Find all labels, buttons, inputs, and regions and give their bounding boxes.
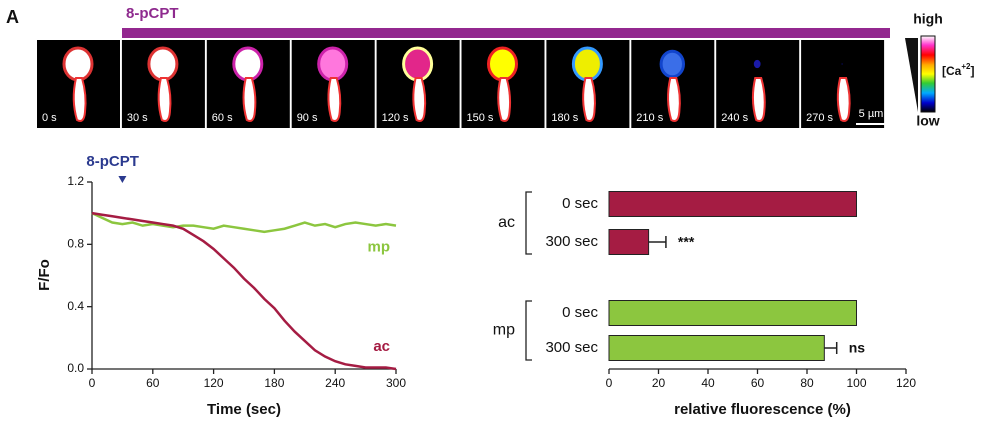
x-tick-label: 120 [204, 376, 224, 390]
colorbar [921, 36, 935, 112]
y-tick-label: 1.2 [67, 174, 84, 188]
cell-tail [583, 78, 595, 121]
group-bracket [526, 301, 532, 360]
line-chart: 0.0 0.4 0.8 1.2 0 60 120 180 240 300 Time (sec) F/F… [36, 153, 406, 418]
y-axis-label: F/Fo [36, 259, 53, 291]
x-tick-label: 240 [325, 376, 345, 390]
frame-label: 30 s [127, 112, 148, 124]
cell-head [234, 48, 262, 80]
axes [92, 182, 396, 369]
x-tick-label: 60 [146, 376, 160, 390]
series-label: ac [373, 338, 390, 355]
image-strip: 0 s 30 s 60 s 90 s 120 s 150 s 180 s 210 s 240 s… [37, 40, 886, 128]
panel-label: A [6, 7, 19, 27]
colorbar-wedge [905, 38, 918, 112]
cell-tail [753, 78, 765, 121]
cell-head [752, 58, 762, 69]
bar [609, 301, 857, 326]
significance: *** [678, 234, 695, 250]
group-label: mp [493, 322, 515, 339]
group-label: ac [498, 214, 515, 231]
annotation: 8-pCPT [86, 153, 138, 170]
frame-label: 0 s [42, 112, 57, 124]
cell-head [149, 48, 177, 80]
x-tick-label: 0 [89, 376, 96, 390]
frame-label: 240 s [721, 112, 748, 124]
bar-chart: 0 20 40 60 80 100 120 relative fluorescence (%)… [493, 192, 917, 418]
annotation-arrow [118, 176, 126, 183]
cell-tail [668, 78, 680, 121]
cell-tail [838, 78, 850, 121]
x-tick-label: 120 [896, 376, 916, 390]
category-label: 0 sec [562, 304, 598, 321]
x-tick-label: 300 [386, 376, 406, 390]
bar [609, 336, 824, 361]
frame-label: 90 s [297, 112, 318, 124]
frame-label: 270 s [806, 112, 833, 124]
x-tick-label: 20 [652, 376, 666, 390]
cell-tail [244, 78, 256, 121]
cell-head [319, 48, 347, 80]
x-axis-label: Time (sec) [207, 401, 281, 418]
cell-tail [413, 78, 425, 121]
x-tick-label: 180 [264, 376, 284, 390]
scale-label: 5 µm [859, 108, 884, 120]
colorbar-low: low [916, 113, 939, 129]
frame-label: 150 s [467, 112, 494, 124]
x-axis-label: relative fluorescence (%) [674, 401, 851, 418]
series-line [92, 213, 396, 232]
group-bracket [526, 192, 532, 254]
cell-head [64, 48, 92, 80]
label-part: ] [970, 64, 974, 78]
frame-label: 60 s [212, 112, 233, 124]
frame-label: 210 s [636, 112, 663, 124]
cell-head [840, 62, 844, 67]
treatment-label: 8-pCPT [126, 5, 179, 22]
cell-head [573, 48, 601, 80]
error-bar [824, 342, 836, 354]
y-tick-label: 0.4 [67, 299, 84, 313]
category-label: 300 sec [545, 233, 598, 250]
label-part: [Ca [942, 64, 962, 78]
y-tick-label: 0.8 [67, 237, 84, 251]
colorbar-high: high [913, 11, 943, 27]
x-tick-label: 0 [606, 376, 613, 390]
cell-head [404, 48, 432, 80]
cell-tail [498, 78, 510, 121]
treatment-bar [122, 28, 890, 38]
category-label: 300 sec [545, 339, 598, 356]
error-bar [649, 236, 666, 248]
x-tick-label: 100 [846, 376, 866, 390]
category-label: 0 sec [562, 195, 598, 212]
cell-head [489, 48, 517, 80]
bar [609, 230, 649, 255]
figure: A 8-pCPT 0 s 30 s 60 s 90 s 120 s 150 s 180 s 2… [0, 0, 989, 426]
y-tick-label: 0.0 [67, 361, 84, 375]
x-tick-label: 80 [800, 376, 814, 390]
x-tick-label: 40 [701, 376, 715, 390]
x-tick-label: 60 [751, 376, 765, 390]
cell-head [661, 51, 683, 77]
cell-tail [328, 78, 340, 121]
cell-tail [74, 78, 86, 121]
frame-label: 120 s [382, 112, 409, 124]
significance: ns [849, 340, 866, 356]
cell-tail [159, 78, 171, 121]
frame-label: 180 s [551, 112, 578, 124]
series-line [92, 213, 396, 369]
series-label: mp [368, 239, 391, 256]
colorbar-label: [Ca+2] [942, 62, 974, 78]
bar [609, 192, 857, 217]
